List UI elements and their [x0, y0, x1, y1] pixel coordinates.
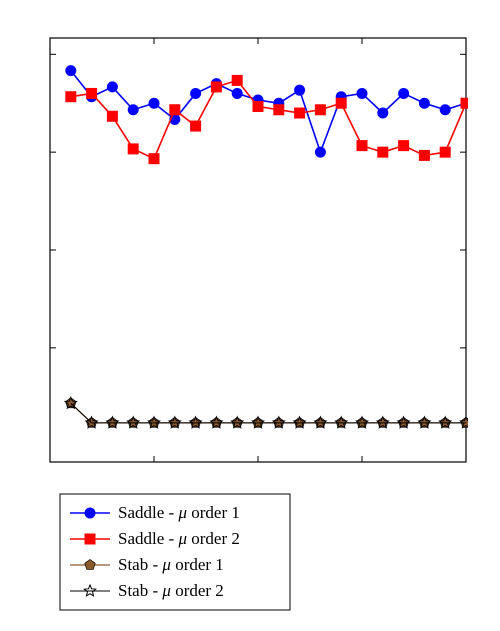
legend-label-saddle_mu2: Saddle - μ order 2: [118, 529, 240, 548]
legend-label-stab_mu2: Stab - μ order 2: [118, 581, 224, 600]
legend: Saddle - μ order 1 Saddle - μ order 2 Stab…: [60, 494, 290, 610]
legend-label-stab_mu1: Stab - μ order 1: [118, 555, 224, 574]
legend-label-saddle_mu1: Saddle - μ order 1: [118, 503, 240, 522]
chart-container: Saddle - μ order 1 Saddle - μ order 2 Stab…: [0, 0, 500, 631]
chart-svg: Saddle - μ order 1 Saddle - μ order 2 Stab…: [0, 0, 500, 631]
